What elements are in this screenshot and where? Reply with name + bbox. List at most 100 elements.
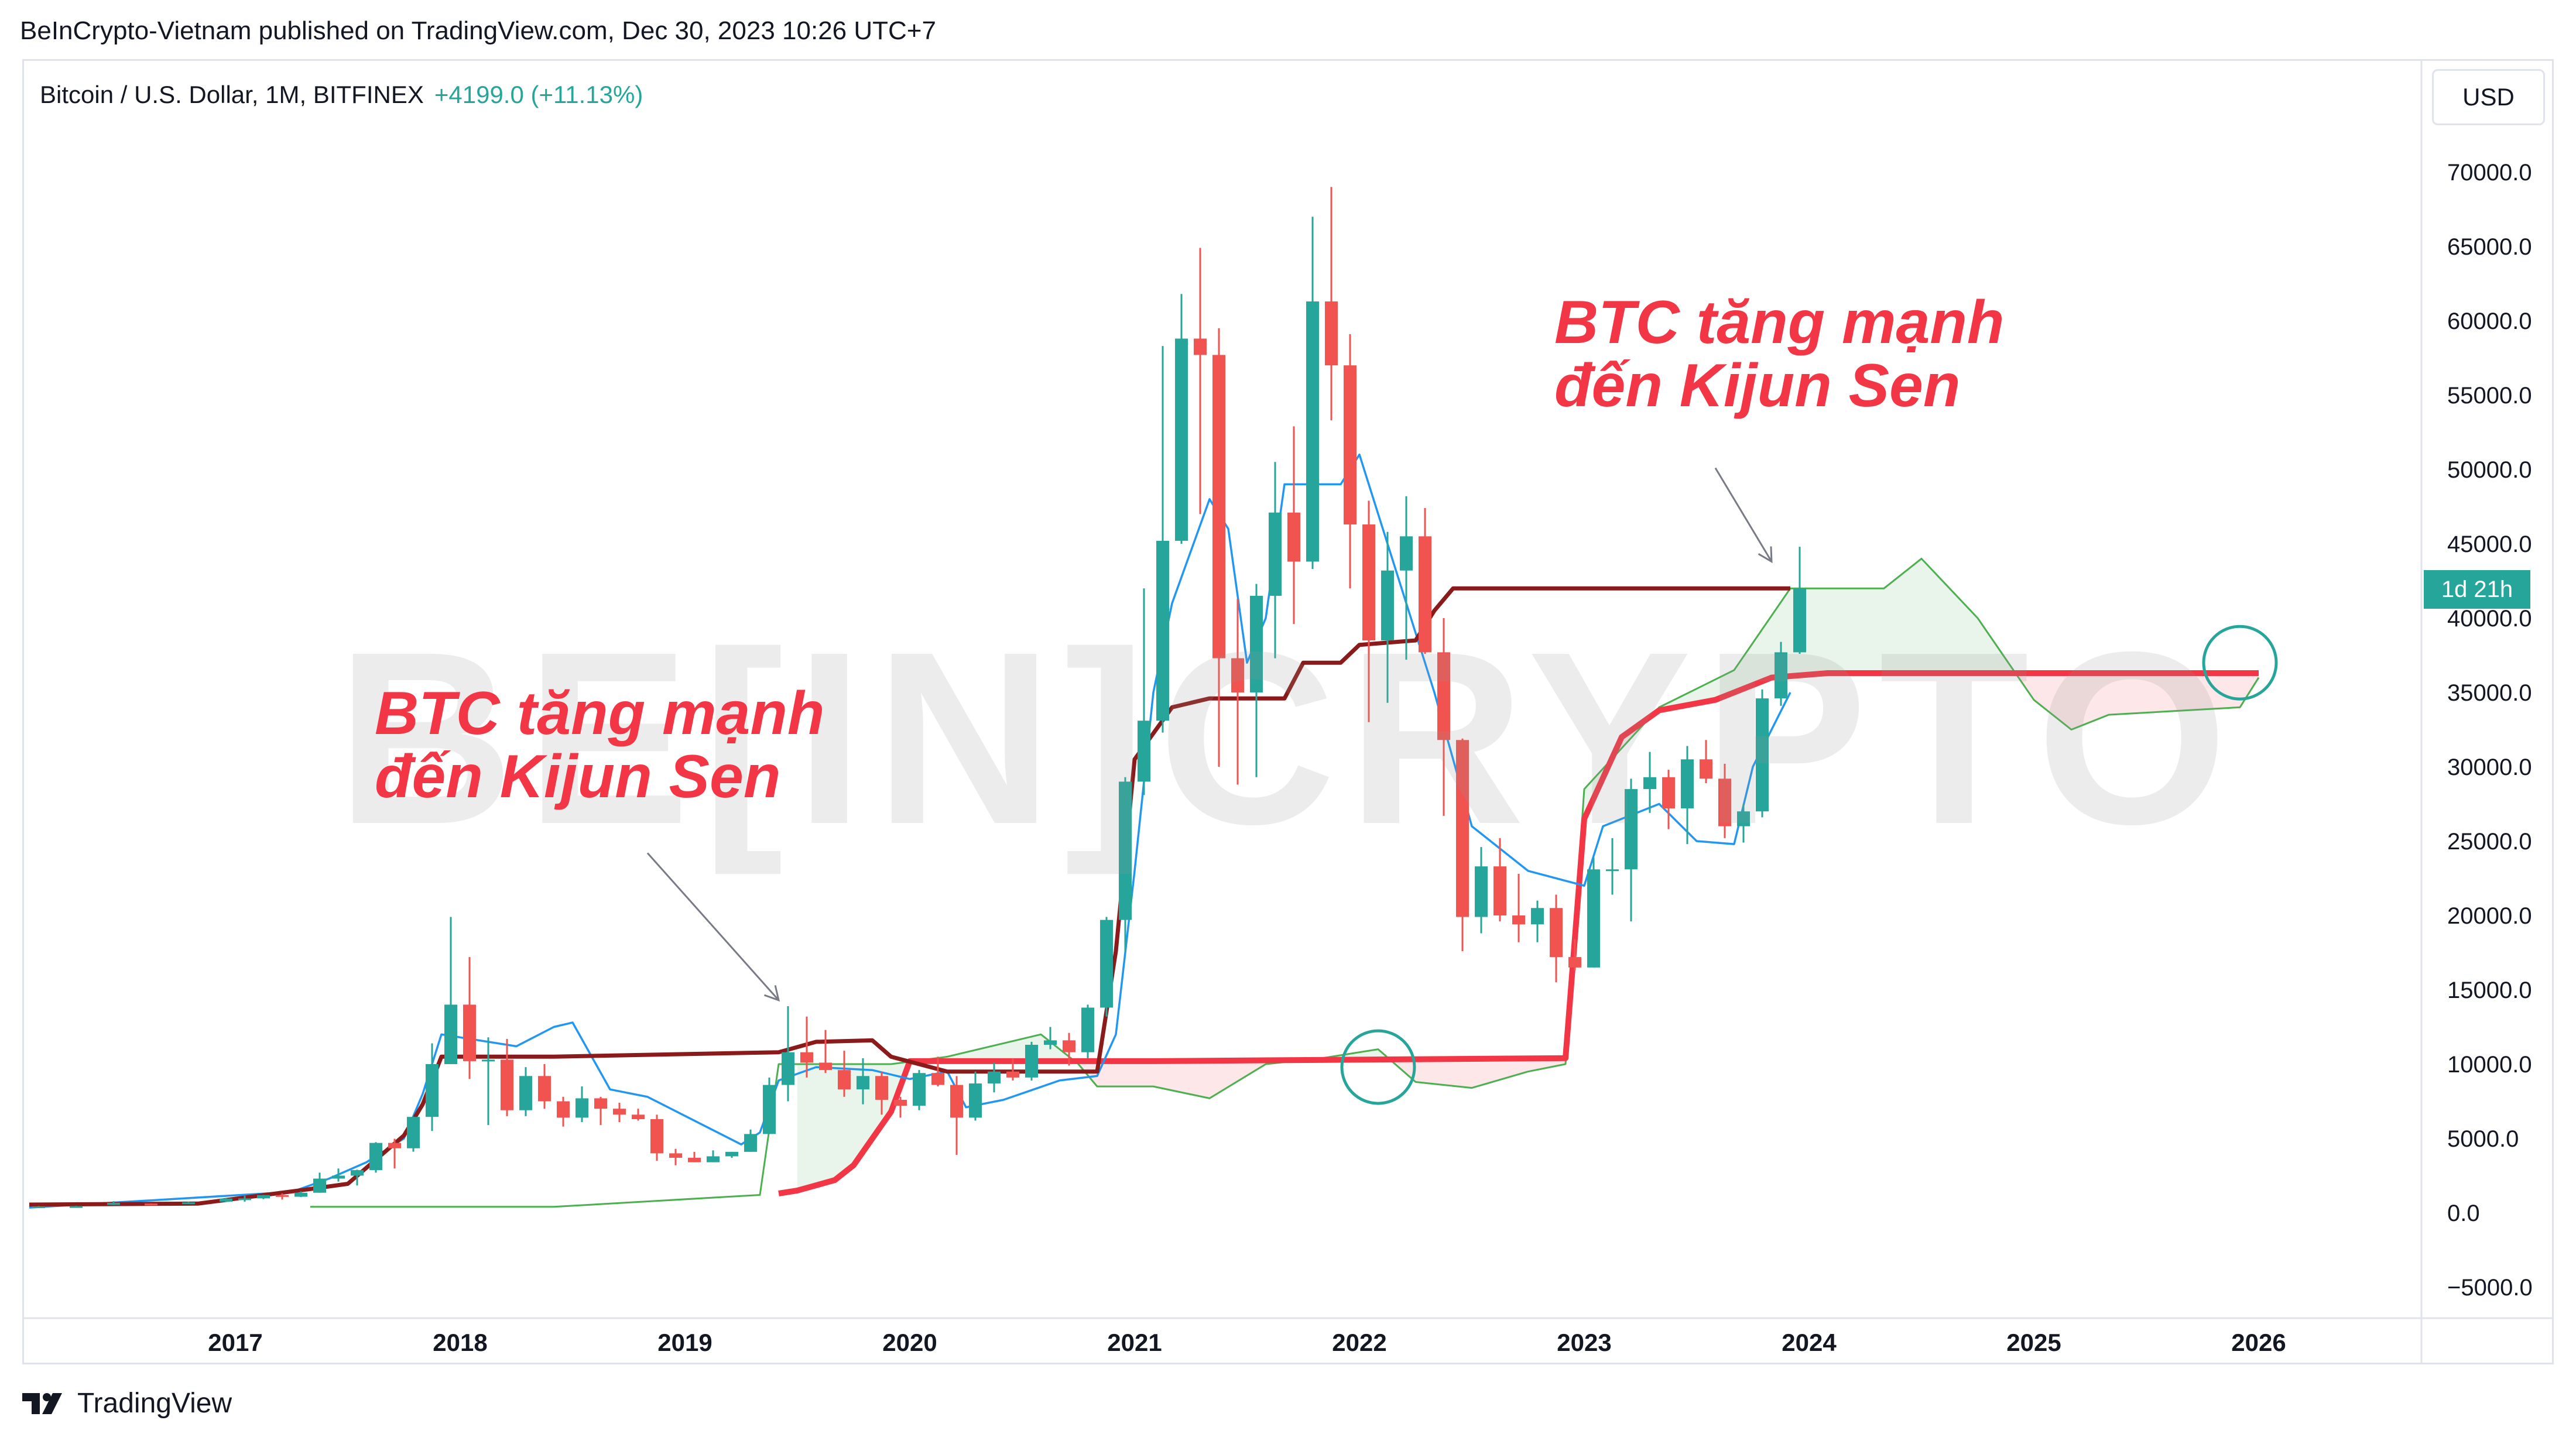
candle bbox=[950, 1076, 963, 1155]
candle-body bbox=[1625, 789, 1638, 870]
candle-body bbox=[969, 1083, 982, 1118]
arrow-left-shaft bbox=[646, 852, 780, 1001]
candle bbox=[1568, 939, 1581, 970]
candle-body bbox=[1400, 536, 1413, 571]
candle bbox=[1006, 1058, 1019, 1081]
tradingview-logo-icon bbox=[22, 1392, 62, 1414]
price-tick-label: 55000.0 bbox=[2447, 383, 2532, 409]
price-tick-label: 25000.0 bbox=[2447, 829, 2532, 855]
candle bbox=[988, 1062, 1001, 1093]
tenkan-sen-line bbox=[29, 453, 1791, 1209]
candle-body bbox=[688, 1158, 701, 1162]
symbol-legend[interactable]: Bitcoin / U.S. Dollar, 1M, BITFINEX +4199… bbox=[40, 81, 643, 109]
candle-body bbox=[32, 1206, 45, 1209]
price-tick-label: 0.0 bbox=[2447, 1201, 2480, 1226]
candle-body bbox=[838, 1070, 851, 1090]
cloud-segment bbox=[1809, 588, 1828, 675]
cloud-segment bbox=[1434, 1059, 1453, 1086]
time-tick-label: 2021 bbox=[1107, 1329, 1162, 1356]
cloud-segment bbox=[2128, 673, 2146, 714]
candle bbox=[32, 1206, 45, 1209]
publication-attribution: BeInCrypto-Vietnam published on TradingV… bbox=[20, 16, 936, 45]
cloud-segment bbox=[1959, 598, 1978, 673]
candle-body bbox=[1063, 1040, 1075, 1052]
candle-body bbox=[482, 1059, 495, 1062]
cloud-segment bbox=[1903, 558, 1921, 673]
candle bbox=[931, 1057, 944, 1087]
candle bbox=[501, 1038, 513, 1116]
price-tick-label: 30000.0 bbox=[2447, 754, 2532, 780]
chart-frame bbox=[22, 59, 2554, 1364]
candle-body bbox=[763, 1085, 776, 1134]
candle-body bbox=[1512, 915, 1525, 925]
cloud-segment bbox=[1491, 1058, 1509, 1083]
candle bbox=[1793, 547, 1806, 654]
candle-body bbox=[257, 1195, 270, 1199]
tradingview-logo[interactable]: TradingView bbox=[22, 1387, 232, 1419]
candle-body bbox=[1138, 721, 1150, 782]
candle bbox=[70, 1206, 83, 1208]
candle bbox=[782, 1006, 794, 1102]
tradingview-logo-text: TradingView bbox=[77, 1388, 232, 1419]
candle-body bbox=[519, 1076, 532, 1110]
candle bbox=[1325, 187, 1338, 421]
cloud-segment bbox=[1228, 1060, 1247, 1087]
axes: 70000.0 65000.0 60000.0 55000.0 50000.0 45000… bbox=[22, 59, 2554, 1364]
candle bbox=[594, 1096, 607, 1126]
candle bbox=[182, 1202, 195, 1205]
candle bbox=[1606, 838, 1619, 895]
candle bbox=[1512, 873, 1525, 942]
candle-body bbox=[107, 1202, 120, 1205]
candle-body bbox=[594, 1098, 607, 1109]
candle-body bbox=[1775, 652, 1787, 699]
candle bbox=[913, 1070, 926, 1110]
candle-body bbox=[388, 1143, 401, 1148]
candle bbox=[1287, 426, 1300, 625]
candle-body bbox=[1081, 1007, 1094, 1052]
candle-body bbox=[857, 1076, 869, 1090]
time-tick-label: 2024 bbox=[1782, 1329, 1837, 1356]
candle-body bbox=[913, 1073, 926, 1106]
candle bbox=[519, 1067, 532, 1116]
candle-body bbox=[238, 1198, 251, 1201]
candle bbox=[1362, 500, 1375, 722]
candle-body bbox=[407, 1117, 420, 1148]
time-tick-label: 2017 bbox=[208, 1329, 262, 1356]
candle bbox=[276, 1193, 289, 1200]
candle-body bbox=[332, 1175, 345, 1179]
cloud-segment bbox=[1397, 1059, 1416, 1082]
candle-body bbox=[950, 1085, 963, 1118]
candle bbox=[1456, 738, 1469, 951]
candle bbox=[1344, 334, 1356, 589]
candle-body bbox=[351, 1170, 364, 1176]
candle bbox=[1269, 462, 1282, 658]
candle bbox=[1775, 642, 1787, 706]
candle bbox=[1737, 804, 1750, 843]
arrow-left-head bbox=[764, 985, 780, 1002]
candle bbox=[1175, 294, 1188, 544]
candle bbox=[1100, 917, 1113, 1017]
currency-selector[interactable]: USD bbox=[2432, 69, 2545, 125]
candle bbox=[650, 1114, 663, 1161]
candle-body bbox=[1662, 777, 1675, 809]
time-tick-label: 2022 bbox=[1332, 1329, 1386, 1356]
cloud-segment bbox=[2034, 673, 2053, 715]
candle bbox=[707, 1150, 720, 1162]
cloud-segment bbox=[1847, 588, 1865, 673]
cloud-segment bbox=[1865, 588, 1884, 673]
candle-body bbox=[1362, 524, 1375, 641]
annotation-right-line2: đến Kijun Sen bbox=[1554, 352, 1961, 420]
cloud-segment bbox=[1884, 573, 1903, 673]
candle-body bbox=[1156, 540, 1169, 721]
candle-body bbox=[1456, 740, 1469, 917]
candle-body bbox=[1269, 512, 1282, 596]
candle-body bbox=[1344, 365, 1356, 524]
price-tick-label: 60000.0 bbox=[2447, 308, 2532, 334]
candle bbox=[482, 1037, 495, 1126]
annotation-right-line1: BTC tăng mạnh bbox=[1554, 289, 2005, 356]
symbol-name: Bitcoin / U.S. Dollar, 1M, BITFINEX bbox=[40, 81, 424, 108]
candle bbox=[613, 1103, 626, 1123]
candle-body bbox=[426, 1064, 439, 1117]
candle-body bbox=[744, 1134, 757, 1152]
